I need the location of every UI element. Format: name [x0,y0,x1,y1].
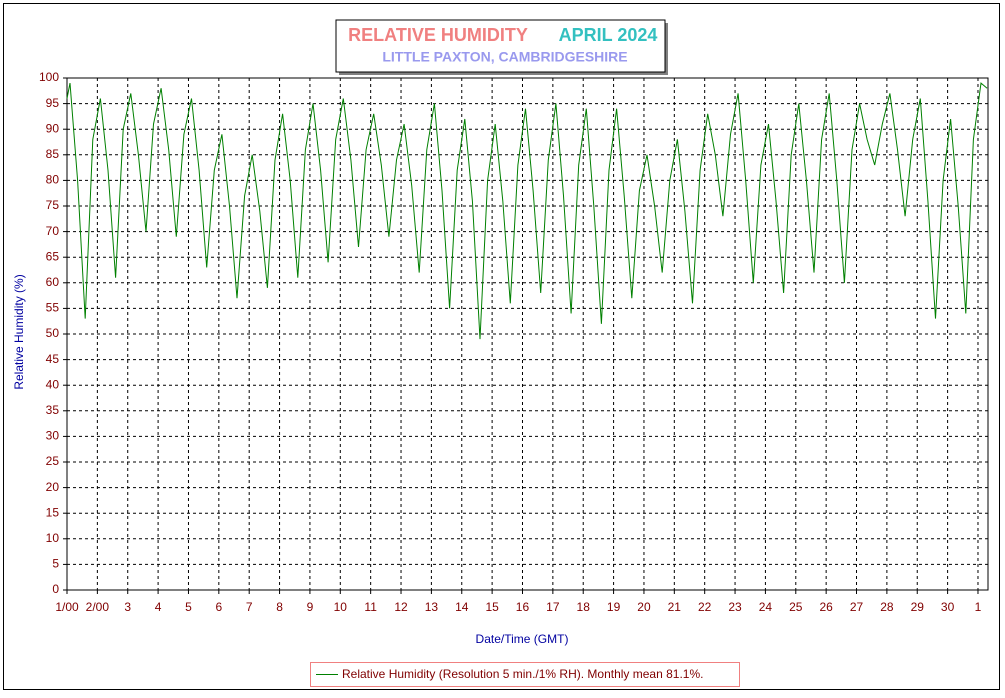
x-tick-label: 3 [124,600,131,614]
x-tick-label: 1/00 [55,600,79,614]
x-tick-label: 24 [759,600,773,614]
y-tick-label: 0 [52,582,59,596]
x-tick-label: 22 [698,600,712,614]
y-tick-label: 100 [39,70,59,84]
y-tick-label: 60 [46,275,60,289]
x-tick-label: 30 [941,600,955,614]
x-tick-label: 29 [911,600,925,614]
y-tick-label: 5 [52,557,59,571]
legend-box [310,662,740,687]
y-tick-label: 35 [46,403,60,417]
x-tick-label: 17 [546,600,560,614]
y-tick-label: 65 [46,249,60,263]
x-tick-label: 15 [485,600,499,614]
x-tick-label: 20 [637,600,651,614]
plot-border [66,77,989,591]
y-tick-label: 55 [46,301,60,315]
y-axis-label: Relative Humidity (%) [12,274,26,389]
x-tick-label: 25 [789,600,803,614]
y-tick-label: 75 [46,198,60,212]
legend-label: Relative Humidity (Resolution 5 min./1% … [342,667,703,681]
x-tick-label: 13 [425,600,439,614]
x-tick-label: 7 [246,600,253,614]
y-tick-label: 15 [46,505,60,519]
y-tick-label: 50 [46,326,60,340]
y-tick-label: 70 [46,224,60,238]
x-tick-label: 5 [185,600,192,614]
title-box [335,19,666,73]
x-tick-label: 2/00 [86,600,110,614]
x-tick-label: 27 [850,600,864,614]
frame [3,3,1000,690]
x-tick-label: 16 [516,600,530,614]
y-tick-label: 10 [46,531,60,545]
x-tick-label: 11 [364,600,377,614]
x-tick-label: 12 [394,600,408,614]
x-tick-label: 14 [455,600,469,614]
x-tick-label: 21 [668,600,682,614]
chart-title: RELATIVE HUMIDITY [348,25,528,45]
x-axis-label: Date/Time (GMT) [476,632,569,646]
x-tick-label: 19 [607,600,621,614]
x-tick-label: 9 [307,600,314,614]
y-tick-label: 90 [46,121,60,135]
y-tick-label: 20 [46,480,60,494]
y-tick-label: 80 [46,173,60,187]
y-tick-label: 85 [46,147,60,161]
y-tick-label: 45 [46,352,60,366]
x-tick-label: 23 [728,600,742,614]
x-tick-label: 26 [819,600,833,614]
y-tick-label: 25 [46,454,60,468]
y-tick-label: 40 [46,377,60,391]
x-tick-label: 1 [975,600,982,614]
x-tick-label: 18 [577,600,591,614]
chart-period: APRIL 2024 [559,25,658,45]
x-tick-label: 4 [155,600,162,614]
x-tick-label: 6 [215,600,222,614]
x-tick-label: 8 [276,600,283,614]
y-tick-label: 30 [46,429,60,443]
y-tick-label: 95 [46,96,60,110]
x-tick-label: 28 [880,600,894,614]
chart-subtitle: LITTLE PAXTON, CAMBRIDGESHIRE [382,49,627,65]
x-tick-label: 10 [334,600,348,614]
data-line [66,82,988,340]
